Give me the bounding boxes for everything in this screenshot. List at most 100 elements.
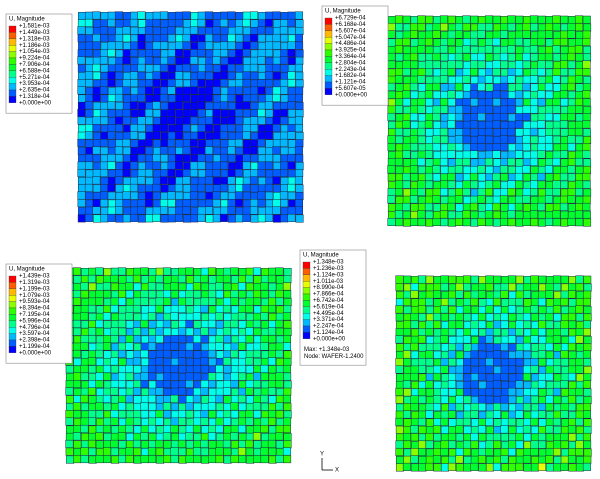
legend-max: Max: +1.348e-03 (304, 347, 350, 353)
mesh-cell (208, 290, 216, 298)
mesh-cell (171, 418, 179, 426)
mesh-cell (186, 418, 194, 426)
mesh-cell (569, 381, 577, 389)
mesh-cell (523, 211, 531, 219)
mesh-cell (418, 174, 426, 182)
mesh-cell (156, 403, 164, 411)
mesh-cell (404, 314, 412, 322)
mesh-cell (288, 162, 296, 170)
mesh-cell (269, 426, 277, 434)
legend-swatch (303, 300, 310, 306)
mesh-cell (449, 314, 457, 322)
mesh-cell (569, 336, 577, 344)
mesh-cell (73, 433, 81, 441)
mesh-cell (258, 199, 266, 207)
mesh-cell (108, 110, 116, 118)
mesh-cell (261, 433, 269, 441)
mesh-cell (111, 456, 119, 464)
mesh-cell (508, 366, 515, 374)
mesh-cell (194, 388, 202, 396)
mesh-cell (388, 188, 396, 196)
mesh-cell (418, 84, 426, 92)
mesh-cell (501, 343, 509, 351)
mesh-cell (419, 434, 427, 442)
mesh-cell (130, 207, 138, 215)
mesh-cell (576, 344, 584, 352)
mesh-cell (190, 57, 198, 65)
mesh-cell (178, 358, 186, 366)
mesh-cell (568, 46, 576, 54)
mesh-cell (479, 411, 487, 419)
mesh-cell (161, 57, 169, 65)
mesh-cell (161, 140, 169, 148)
mesh-cell (228, 117, 236, 125)
mesh-cell (78, 199, 86, 207)
mesh-cell (471, 166, 479, 174)
mesh-cell (246, 440, 254, 448)
mesh-cell (494, 344, 502, 352)
mesh-cell (108, 214, 116, 222)
mesh-cell (186, 276, 194, 284)
mesh-cell (576, 314, 584, 322)
mesh-cell (191, 12, 199, 20)
mesh-cell (411, 313, 419, 321)
mesh-cell (111, 403, 119, 411)
mesh-cell (160, 207, 168, 215)
mesh-cell (288, 214, 296, 222)
mesh-cell (449, 284, 457, 292)
mesh-cell (418, 166, 426, 174)
mesh-cell (250, 12, 258, 20)
mesh-cell (508, 46, 516, 54)
mesh-cell (531, 39, 539, 47)
mesh-cell (284, 403, 292, 411)
mesh-cell (455, 113, 463, 121)
mesh-cell (161, 50, 169, 58)
mesh-cell (546, 283, 554, 291)
mesh-cell (583, 38, 591, 46)
mesh-cell (258, 177, 266, 185)
mesh-cell (583, 61, 591, 69)
mesh-cell (516, 189, 524, 197)
mesh-cell (134, 351, 142, 359)
mesh-cell (396, 61, 404, 69)
mesh-cell (221, 57, 229, 65)
mesh-cell (273, 94, 281, 102)
mesh-cell (85, 42, 93, 50)
mesh-cell (403, 463, 411, 471)
mesh-cell (93, 140, 101, 148)
mesh-cell (236, 125, 244, 133)
mesh-cell (261, 305, 269, 313)
mesh-cell (576, 434, 584, 442)
mesh-cell (258, 185, 266, 193)
mesh-cell (479, 441, 487, 449)
mesh-cell (276, 388, 284, 396)
mesh-cell (153, 102, 161, 110)
mesh-cell (108, 117, 116, 125)
mesh-cell (186, 306, 194, 314)
mesh-cell (524, 329, 532, 337)
mesh-cell (280, 162, 288, 170)
mesh-cell (276, 306, 284, 314)
mesh-cell (553, 136, 561, 144)
mesh-cell (485, 76, 493, 84)
mesh-cell (250, 117, 258, 125)
mesh-cell (426, 344, 434, 352)
mesh-cell (265, 207, 273, 215)
mesh-cell (539, 456, 547, 464)
mesh-cell (561, 159, 569, 167)
mesh-cell (463, 448, 471, 456)
mesh-cell (101, 155, 109, 163)
mesh-cell (531, 441, 539, 449)
mesh-cell (396, 166, 404, 174)
mesh-cell (100, 169, 108, 177)
mesh-cell (224, 456, 232, 464)
legend-value: +4.486e-04 (335, 41, 366, 47)
mesh-cell (235, 57, 243, 65)
mesh-cell (119, 306, 127, 314)
mesh-cell (388, 31, 396, 39)
mesh-cell (266, 147, 274, 155)
mesh-cell (186, 380, 194, 388)
mesh-cell (418, 54, 426, 62)
mesh-cell (250, 199, 257, 207)
mesh-cell (284, 276, 292, 284)
